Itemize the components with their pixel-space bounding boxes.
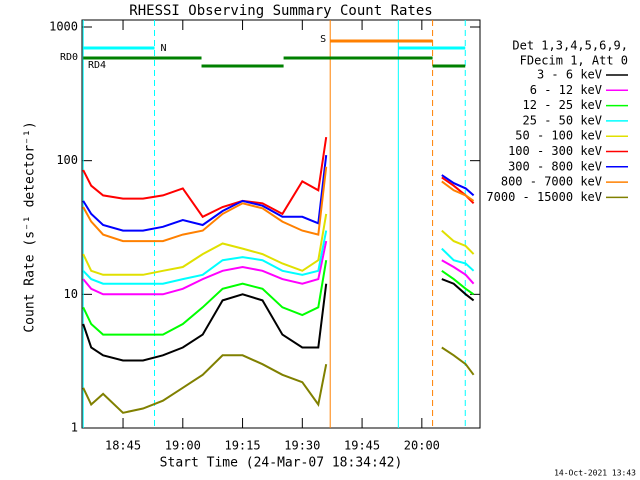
series-line [82, 213, 475, 276]
footer: 14-Oct-2021 13:43 [554, 469, 636, 478]
legend-label: 7000 - 15000 keV [486, 190, 602, 204]
series-line [82, 240, 475, 296]
legend-header: Det 1,3,4,5,6,9, [512, 39, 628, 53]
series-line [82, 260, 475, 336]
x-axis-label: Start Time (24-Mar-07 18:34:42) [160, 456, 403, 471]
legend-label: 3 - 6 keV [537, 68, 602, 82]
legend-label: 800 - 7000 keV [501, 175, 602, 189]
series-line [82, 136, 475, 219]
series-line [82, 154, 475, 232]
flag-label: N [161, 43, 167, 54]
x-tick-label: 19:45 [344, 439, 380, 453]
flag-label: RD4 [88, 60, 106, 71]
y-tick-label: 1000 [49, 20, 78, 34]
legend-label: 300 - 800 keV [508, 159, 602, 173]
y-tick-label: 1 [71, 421, 78, 435]
legend-label: 12 - 25 keV [523, 98, 602, 112]
legend-label: 100 - 300 keV [508, 144, 602, 158]
x-tick-label: 18:45 [105, 439, 141, 453]
x-tick-label: 19:00 [165, 439, 201, 453]
legend-label: 25 - 50 keV [523, 113, 602, 127]
x-tick-label: 19:15 [224, 439, 260, 453]
series-line [82, 278, 475, 362]
series-line [82, 166, 475, 243]
y-axis-label: Count Rate (s⁻¹ detector⁻¹) [23, 121, 38, 332]
legend-label: 6 - 12 keV [530, 83, 602, 97]
y-tick-label: 10 [64, 287, 78, 301]
plot-frame [81, 19, 481, 429]
flag-label: S [320, 34, 326, 45]
chart-title: RHESSI Observing Summary Count Rates [129, 3, 432, 19]
legend-label: 50 - 100 keV [515, 129, 602, 143]
series-line [82, 230, 475, 285]
x-tick-label: 19:30 [284, 439, 320, 453]
flag-label: RD0 [60, 52, 78, 63]
series-line [82, 346, 475, 414]
x-tick-label: 20:00 [404, 439, 440, 453]
y-tick-label: 100 [56, 153, 78, 167]
legend-header: FDecim 1, Att 0 [520, 54, 628, 68]
